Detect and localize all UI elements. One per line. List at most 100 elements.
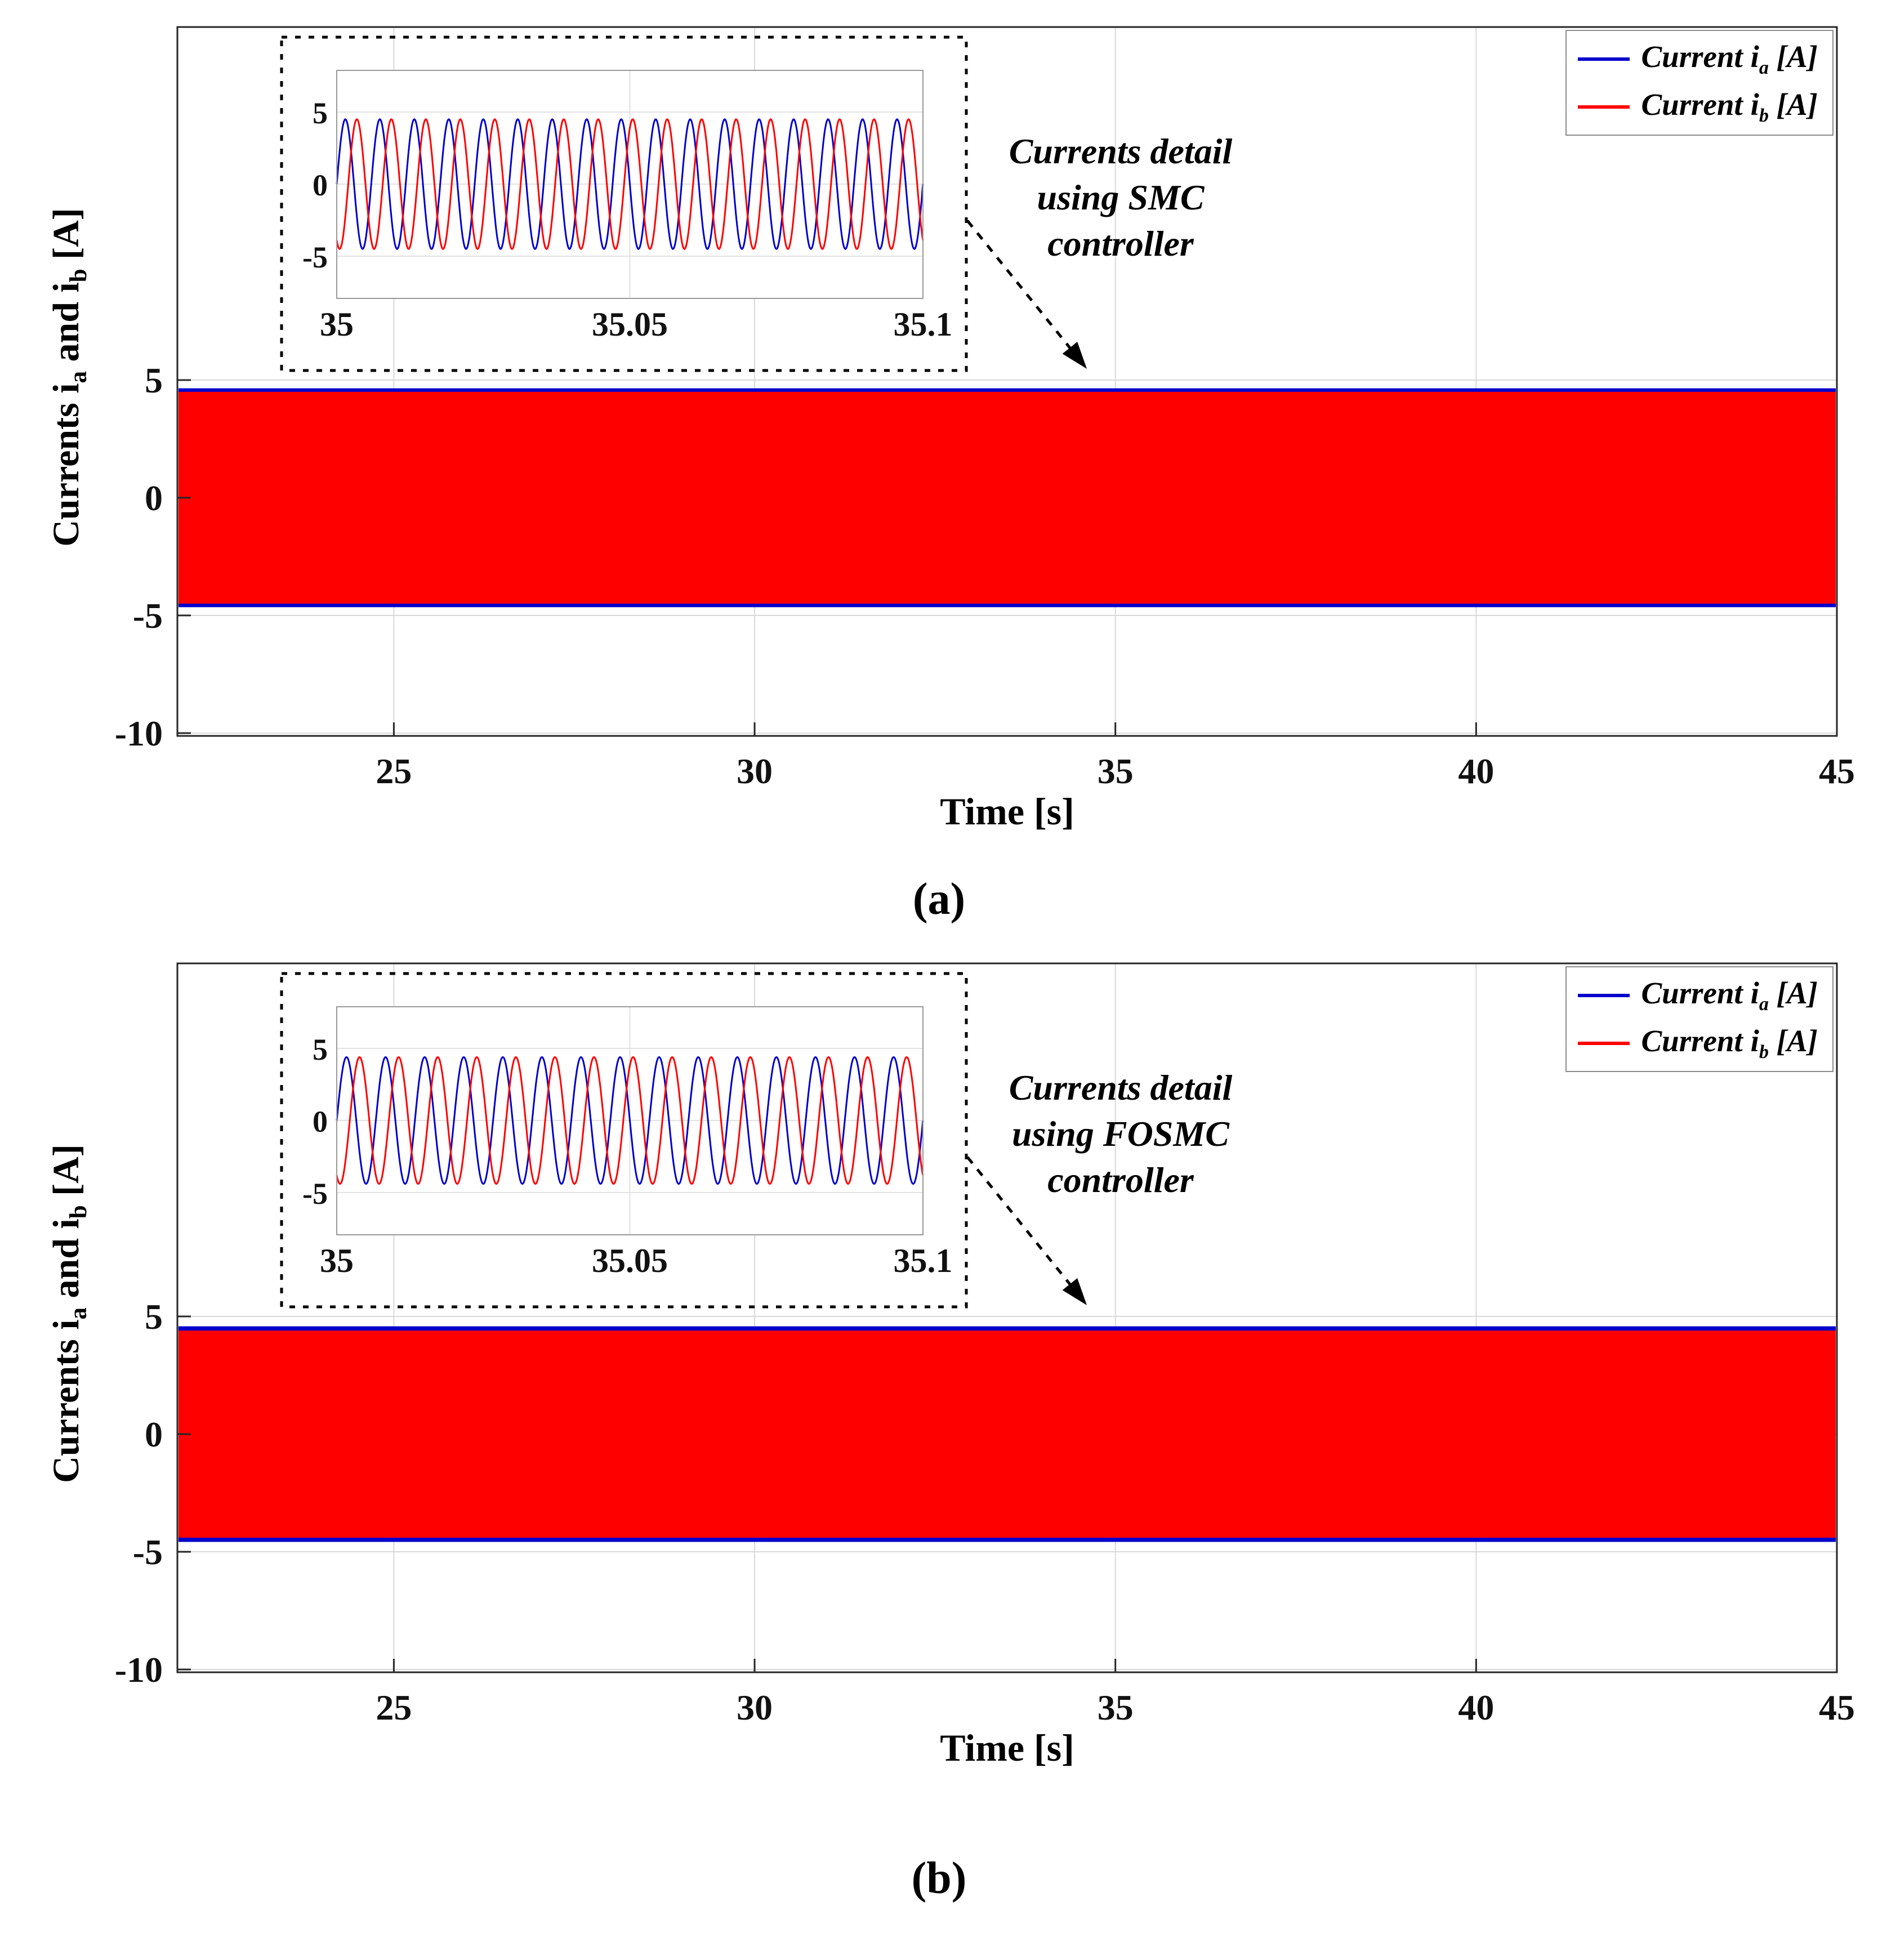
legend-text: Current i [1641,39,1759,74]
annotation-line: using FOSMC [1012,1113,1229,1154]
panel-b: 25 30 35 40 45 5 0 -5 -10 5 0 -5 35 35.05 35.1 Current… [0,936,1878,1960]
legend-text: [A] [1768,87,1818,122]
legend-label-ib: Current ib [A] [1641,87,1818,127]
axes-box [176,26,1838,737]
annotation-arrowhead [1062,341,1087,369]
legend-text: [A] [1768,39,1818,74]
y-tick-label: 5 [145,360,163,400]
inset-series-ib [336,1056,924,1185]
ylabel-sub-a: a [65,1307,92,1320]
inset-border [336,70,924,299]
annotation-smc: Currents detail using SMC controller [912,128,1329,267]
ylabel-sub-b: b [65,269,92,283]
annotation-arrow-line [966,1156,1076,1291]
zoom-dashed-box [280,972,968,1309]
ylabel-text: [A] [46,1144,87,1206]
x-tick-label: 45 [1819,751,1855,791]
current-band [179,1331,1836,1538]
inset-series-ib [336,118,924,251]
ylabel-sub-b: b [65,1205,92,1219]
x-tick-label: 25 [376,751,412,791]
x-axis-label: Time [s] [940,790,1074,833]
inset-x-tick-label: 35.05 [592,306,668,343]
ylabel-text: Currents i [46,1319,87,1483]
y-tick-label: -5 [133,1532,163,1572]
legend-sub: a [1759,994,1769,1015]
annotation-line: Currents detail [1009,131,1233,171]
legend-item-ia: Current ia [A] [1578,975,1818,1015]
inset-series-ia [336,1056,924,1185]
inset-y-tick-label: 5 [313,96,328,130]
y-tick-label: 0 [145,478,163,518]
current-band [179,391,1836,604]
legend-sub: b [1759,105,1769,126]
inset-y-tick-label: -5 [302,240,328,274]
legend-label-ia: Current ia [A] [1641,975,1818,1015]
x-tick-label: 40 [1458,751,1494,791]
ylabel-sub-a: a [65,371,92,383]
inset-y-tick-label: 5 [313,1033,328,1066]
x-axis-label: Time [s] [940,1726,1074,1769]
y-tick-label: -5 [133,596,163,636]
annotation-line: Currents detail [1009,1068,1233,1108]
x-tick-label: 30 [737,1687,773,1727]
legend-line-sample-ib [1578,105,1630,109]
y-axis-label: Currents ia and ib [A] [45,953,92,1674]
panel-caption-b: (b) [911,1854,967,1903]
inset-x-tick-label: 35.05 [592,1242,668,1279]
legend-item-ia: Current ia [A] [1578,39,1818,79]
y-tick-label: 0 [145,1414,163,1454]
axes-box [176,962,1838,1673]
x-tick-label: 30 [737,751,773,791]
annotation-line: controller [1047,223,1194,264]
y-tick-label: -10 [115,713,163,753]
inset-y-tick-label: 0 [313,168,328,202]
annotation-line: controller [1047,1159,1194,1200]
panel-a: 25 30 35 40 45 5 0 -5 -10 5 0 -5 35 35.05 35.1 Current… [0,0,1878,936]
x-tick-label: 40 [1458,1687,1494,1727]
y-axis-label: Currents ia and ib [A] [45,17,92,738]
legend-line-sample-ia [1578,57,1630,61]
x-tick-label: 35 [1098,1687,1134,1727]
legend: Current ia [A] Current ib [A] [1565,30,1834,136]
ylabel-text: and i [46,1218,87,1308]
inset-y-tick-label: -5 [302,1177,328,1211]
inset-x-tick-label: 35 [320,1242,354,1279]
inset-y-tick-label: 0 [313,1105,328,1139]
inset-x-tick-label: 35.1 [894,1242,953,1279]
ylabel-text: Currents i [46,383,87,547]
legend-text: [A] [1768,1024,1818,1058]
annotation-arrowhead [1062,1278,1087,1305]
legend-line-sample-ib [1578,1041,1630,1045]
inset-x-tick-label: 35 [320,306,354,343]
legend-text: Current i [1641,87,1759,122]
annotation-fosmc: Currents detail using FOSMC controller [912,1065,1329,1203]
panel-caption-a: (a) [912,874,966,924]
y-tick-label: -10 [115,1650,163,1690]
legend-label-ib: Current ib [A] [1641,1023,1818,1063]
inset-series-ia [336,118,924,251]
x-tick-label: 25 [376,1687,412,1727]
legend-sub: b [1759,1042,1769,1062]
legend-sub: a [1759,57,1769,78]
x-tick-label: 35 [1098,751,1134,791]
ylabel-text: [A] [46,208,87,269]
legend-item-ib: Current ib [A] [1578,87,1818,127]
annotation-line: using SMC [1037,177,1205,217]
y-tick-label: 5 [145,1297,163,1337]
legend-item-ib: Current ib [A] [1578,1023,1818,1063]
legend-text: [A] [1768,976,1818,1010]
ylabel-text: and i [46,282,87,372]
x-tick-label: 45 [1819,1687,1855,1727]
legend-line-sample-ia [1578,993,1630,997]
legend-text: Current i [1641,976,1759,1010]
inset-border [336,1006,924,1235]
inset-x-tick-label: 35.1 [894,306,953,343]
annotation-arrow-line [966,220,1076,354]
legend-label-ia: Current ia [A] [1641,39,1818,79]
legend: Current ia [A] Current ib [A] [1565,966,1834,1072]
zoom-dashed-box [280,35,968,372]
legend-text: Current i [1641,1024,1759,1058]
